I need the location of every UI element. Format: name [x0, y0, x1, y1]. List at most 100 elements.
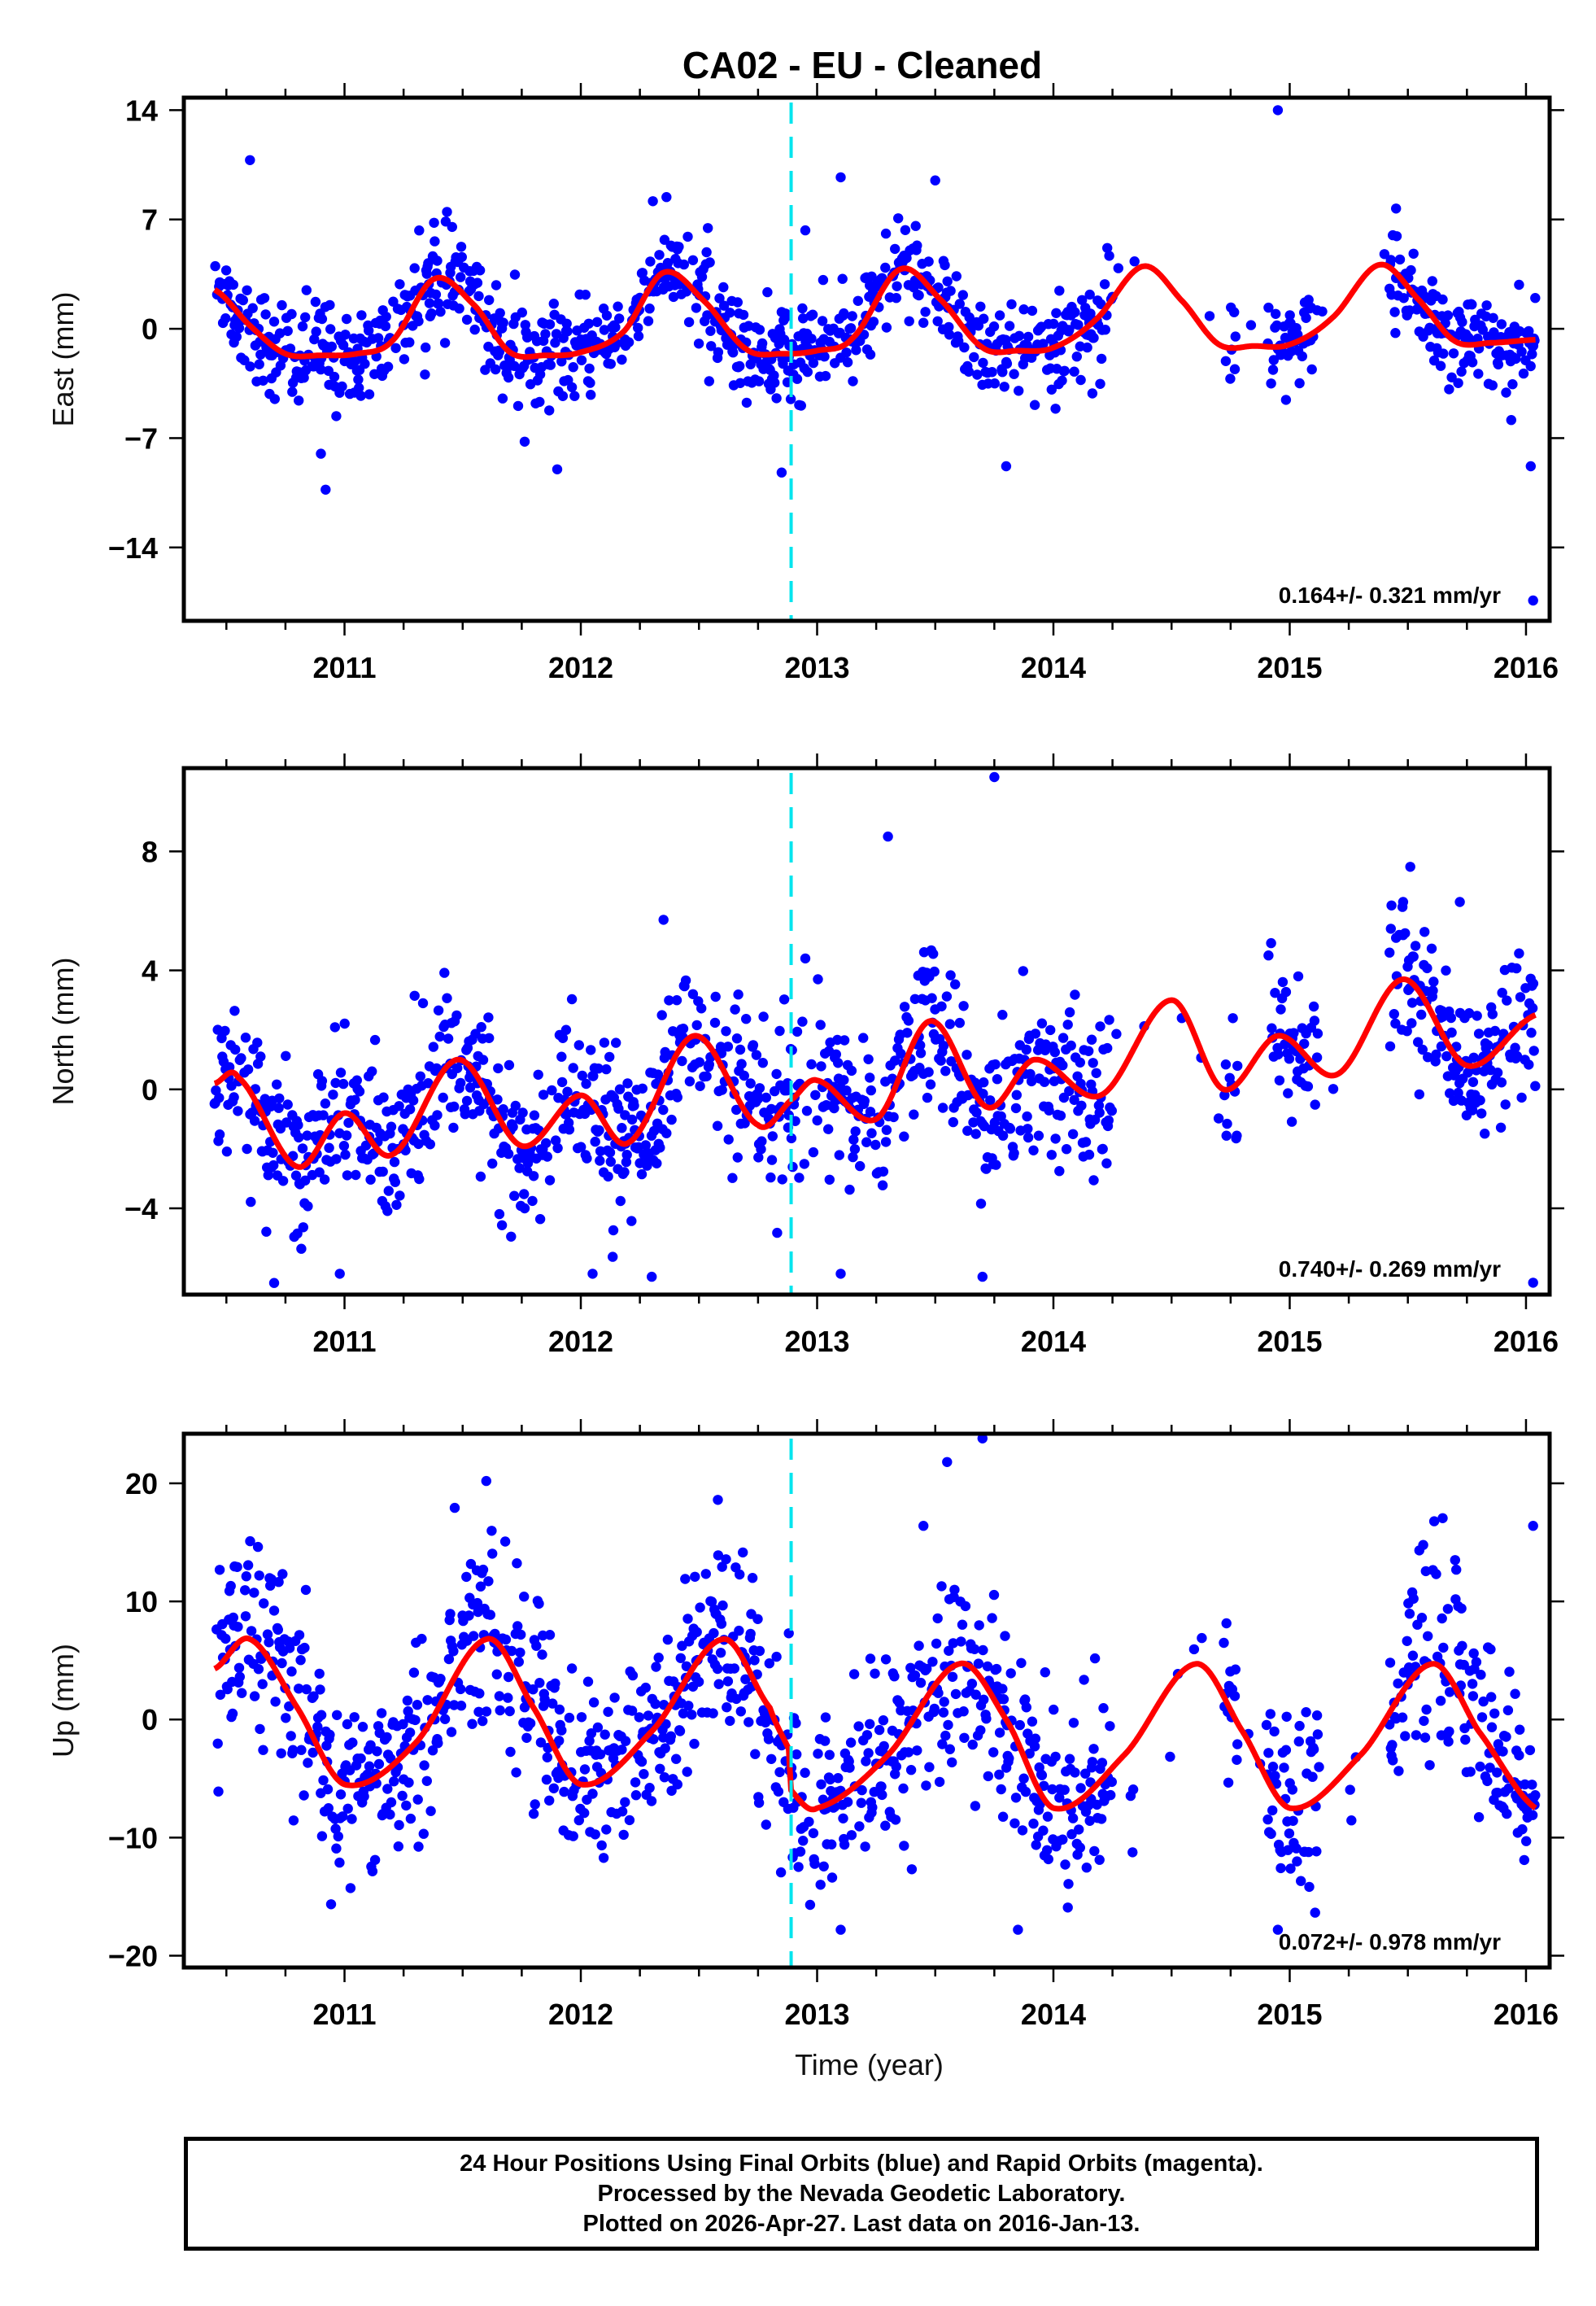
- data-point: [1069, 1094, 1079, 1106]
- data-point: [705, 325, 716, 336]
- data-point: [775, 1867, 787, 1878]
- data-point: [354, 1086, 365, 1097]
- y-tick-label: 4: [142, 954, 158, 988]
- data-point: [472, 1597, 483, 1609]
- data-point: [753, 1797, 765, 1808]
- data-point: [944, 1645, 954, 1657]
- data-point: [978, 1089, 988, 1099]
- data-point: [504, 1705, 515, 1717]
- data-point: [733, 989, 743, 1000]
- data-point: [1036, 1018, 1048, 1029]
- data-point: [845, 323, 857, 334]
- data-point: [890, 1769, 900, 1780]
- data-point: [1502, 1705, 1514, 1716]
- data-point: [329, 1022, 340, 1033]
- data-point: [296, 1243, 307, 1254]
- data-point: [1400, 928, 1411, 939]
- data-point: [460, 1109, 470, 1120]
- data-point: [1089, 1845, 1100, 1857]
- data-point: [242, 1064, 254, 1075]
- data-point: [286, 308, 297, 320]
- data-point: [338, 340, 349, 351]
- data-point: [1416, 1613, 1428, 1623]
- data-point: [735, 1706, 746, 1717]
- data-point: [1422, 963, 1432, 974]
- data-point-outlier: [552, 464, 563, 474]
- x-tick-label: 2011: [312, 1998, 376, 2031]
- data-point: [242, 285, 252, 295]
- data-point: [282, 1099, 293, 1110]
- data-point: [382, 361, 394, 372]
- data-point: [277, 1569, 288, 1579]
- data-point: [582, 1676, 594, 1687]
- data-point: [963, 366, 975, 377]
- data-point: [263, 1170, 273, 1181]
- data-point: [273, 1103, 284, 1113]
- data-point: [430, 1120, 440, 1131]
- data-point-outlier: [977, 1271, 988, 1282]
- data-point: [860, 1841, 870, 1852]
- data-point: [249, 1116, 260, 1126]
- data-point: [342, 1803, 353, 1814]
- data-point: [1390, 1018, 1401, 1029]
- data-point: [832, 1773, 844, 1784]
- data-point: [481, 1706, 492, 1717]
- data-point: [798, 313, 809, 324]
- data-point: [700, 1569, 711, 1579]
- data-point: [997, 1130, 1009, 1141]
- data-point: [999, 382, 1009, 392]
- data-point: [1084, 1815, 1095, 1826]
- data-point: [294, 395, 304, 406]
- data-point: [681, 1661, 692, 1671]
- data-point: [1223, 1777, 1234, 1788]
- data-point: [1294, 378, 1305, 389]
- data-point: [891, 1761, 902, 1772]
- data-point: [1080, 1137, 1092, 1147]
- data-point: [1096, 353, 1107, 365]
- data-point: [591, 317, 603, 327]
- data-point: [1284, 1828, 1295, 1839]
- data-point: [1221, 1618, 1232, 1629]
- data-point: [621, 1156, 632, 1168]
- data-point: [824, 1174, 835, 1186]
- data-point: [948, 1638, 959, 1649]
- data-point: [683, 317, 695, 328]
- data-point: [1095, 378, 1105, 389]
- data-point: [569, 391, 580, 401]
- data-point: [276, 1748, 286, 1758]
- data-point: [303, 1758, 313, 1768]
- data-point: [773, 1786, 784, 1797]
- data-point: [550, 338, 560, 348]
- data-point: [541, 1774, 552, 1785]
- data-point: [826, 1872, 838, 1883]
- data-point: [1070, 989, 1080, 1000]
- data-point: [1088, 1175, 1099, 1186]
- data-point-outlier: [883, 831, 893, 842]
- data-point: [1004, 1753, 1014, 1764]
- data-point: [282, 325, 293, 336]
- data-point: [456, 242, 467, 252]
- data-point: [260, 309, 271, 320]
- data-point: [534, 1598, 544, 1609]
- data-point: [598, 1853, 609, 1863]
- data-point: [325, 299, 335, 311]
- data-point: [1463, 1068, 1473, 1078]
- data-point: [935, 1055, 946, 1066]
- data-point: [456, 1684, 466, 1695]
- data-point: [880, 1820, 891, 1831]
- data-point-outlier: [713, 1495, 723, 1505]
- data-point: [608, 1251, 618, 1262]
- data-point: [527, 1195, 538, 1207]
- data-point: [953, 335, 964, 347]
- data-point: [637, 268, 648, 278]
- data-point: [1307, 1771, 1318, 1782]
- data-point: [954, 1017, 966, 1029]
- data-point: [517, 307, 527, 318]
- data-point: [1511, 963, 1522, 974]
- data-point: [1284, 1054, 1295, 1064]
- data-point: [220, 265, 232, 276]
- data-point: [1518, 368, 1529, 379]
- data-point: [684, 1076, 696, 1087]
- data-point: [335, 1068, 347, 1078]
- data-point: [548, 299, 559, 309]
